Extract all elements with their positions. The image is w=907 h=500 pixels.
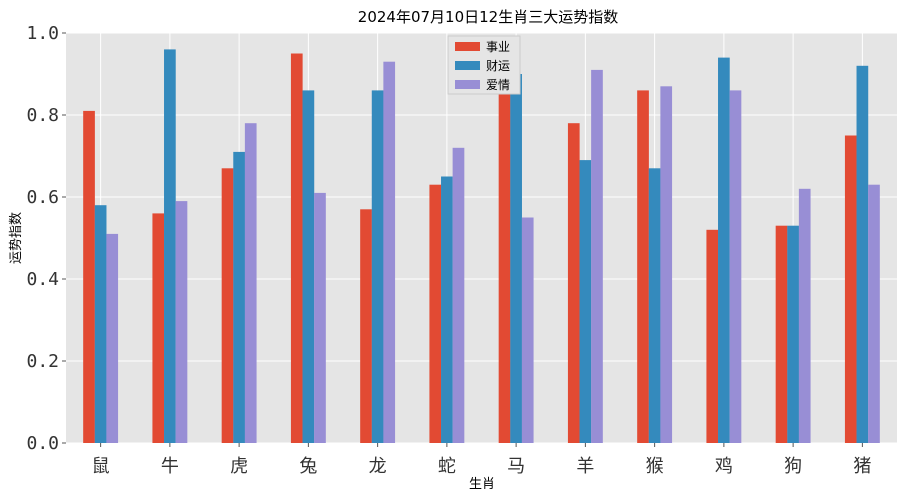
bar [83, 110, 95, 444]
x-axis-label: 生肖 [469, 477, 495, 492]
x-ticks: 鼠牛虎兔龙蛇马羊猴鸡狗猪 [92, 443, 871, 477]
legend-swatch [455, 42, 480, 51]
x-tick-label: 羊 [576, 456, 594, 477]
bar [441, 176, 453, 443]
bar [591, 69, 603, 444]
y-tick-label: 0.2 [26, 351, 59, 372]
bar [637, 90, 649, 444]
bar [94, 205, 107, 443]
bar [706, 229, 719, 443]
chart-title: 2024年07月10日12生肖三大运势指数 [358, 8, 618, 26]
y-axis-label: 运势指数 [8, 212, 24, 264]
legend-swatch [455, 61, 480, 70]
bar [798, 188, 811, 443]
legend-swatch [455, 80, 480, 89]
x-tick-label: 马 [507, 456, 525, 477]
bars [83, 49, 880, 444]
bar [429, 184, 442, 443]
x-tick-label: 鼠 [92, 456, 110, 477]
bar [498, 82, 511, 443]
bar [175, 201, 188, 443]
bar [371, 90, 384, 444]
legend-label: 财运 [486, 59, 510, 73]
bar [718, 57, 730, 443]
bar [244, 123, 257, 443]
y-tick-label: 0.6 [26, 187, 59, 208]
x-tick-label: 鸡 [715, 456, 733, 477]
bar [452, 147, 465, 444]
bar [383, 61, 396, 443]
bar [868, 184, 880, 443]
legend-label: 事业 [486, 40, 510, 54]
bar [521, 217, 534, 443]
bar [152, 213, 165, 443]
bar [660, 86, 673, 444]
y-tick-label: 0.8 [26, 105, 59, 126]
bar [106, 233, 119, 443]
bar [233, 151, 245, 443]
x-tick-label: 狗 [784, 456, 802, 477]
x-tick-label: 猴 [646, 456, 664, 477]
plot-area [66, 33, 897, 443]
y-tick-label: 1.0 [26, 23, 59, 44]
bar [844, 135, 857, 443]
bar [314, 192, 326, 443]
x-tick-label: 牛 [161, 456, 179, 477]
bar [579, 160, 592, 443]
bar [567, 123, 580, 443]
y-tick-label: 0.0 [26, 433, 59, 454]
x-tick-label: 兔 [299, 456, 317, 477]
x-tick-label: 猪 [853, 456, 871, 477]
bar [164, 49, 176, 444]
bar [510, 74, 522, 443]
bar [729, 90, 742, 444]
bar [775, 225, 788, 443]
legend-label: 爱情 [486, 78, 510, 92]
bar [856, 65, 869, 444]
y-tick-label: 0.4 [26, 269, 59, 290]
bar [221, 168, 234, 444]
y-ticks: 0.0 0.2 0.4 0.6 0.8 1.0 [26, 23, 66, 454]
bar [787, 225, 799, 443]
x-tick-label: 虎 [230, 456, 248, 477]
bar [302, 90, 315, 444]
bar [648, 168, 661, 444]
bar [360, 209, 372, 443]
x-tick-label: 龙 [369, 456, 387, 477]
bar [290, 53, 303, 443]
x-tick-label: 蛇 [438, 456, 456, 477]
